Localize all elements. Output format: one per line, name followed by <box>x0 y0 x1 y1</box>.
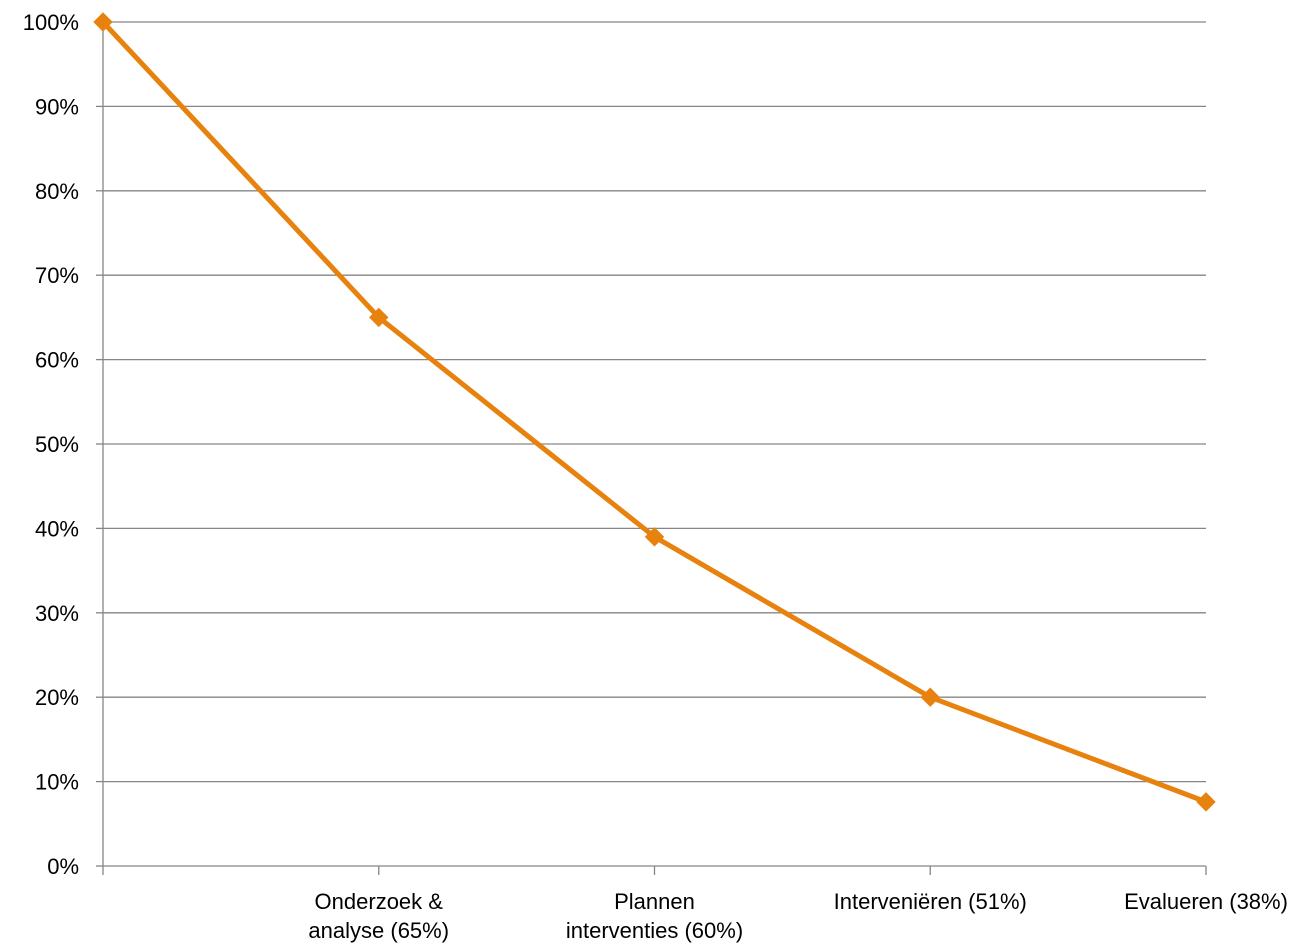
y-tick-label: 100% <box>23 10 79 35</box>
y-tick-label: 40% <box>35 516 79 541</box>
y-tick-label: 10% <box>35 770 79 795</box>
data-point-marker <box>1196 792 1216 812</box>
y-tick-label: 50% <box>35 432 79 457</box>
data-point-marker <box>644 527 665 547</box>
y-tick-label: 30% <box>35 601 79 626</box>
axes <box>96 21 1207 875</box>
x-tick-label: Evalueren (38%) <box>1124 889 1288 914</box>
x-tick-label: Plannen <box>614 889 695 914</box>
series <box>93 12 1216 812</box>
x-tick-labels: Onderzoek & analyse (65%) Plannen intervent… <box>308 889 1288 943</box>
y-tick-labels: 0% 10% 20% 30% 40% 50% 60% 70% 80% 90% 100% <box>23 10 79 879</box>
y-tick-label: 60% <box>35 348 79 373</box>
x-tick-label: interventies (60%) <box>566 918 743 943</box>
y-tick-label: 70% <box>35 263 79 288</box>
x-tick-label: analyse (65%) <box>308 918 449 943</box>
y-tick-label: 90% <box>35 94 79 119</box>
x-tick-label: Onderzoek & <box>315 889 444 914</box>
data-point-marker <box>920 687 940 707</box>
y-tick-label: 0% <box>47 854 79 879</box>
gridlines <box>103 21 1206 783</box>
x-tick-label: Interveniëren (51%) <box>834 889 1027 914</box>
data-point-marker <box>369 307 389 328</box>
data-point-marker <box>93 12 113 32</box>
y-tick-label: 80% <box>35 179 79 204</box>
y-tick-label: 20% <box>35 685 79 710</box>
series-line <box>100 19 1209 805</box>
